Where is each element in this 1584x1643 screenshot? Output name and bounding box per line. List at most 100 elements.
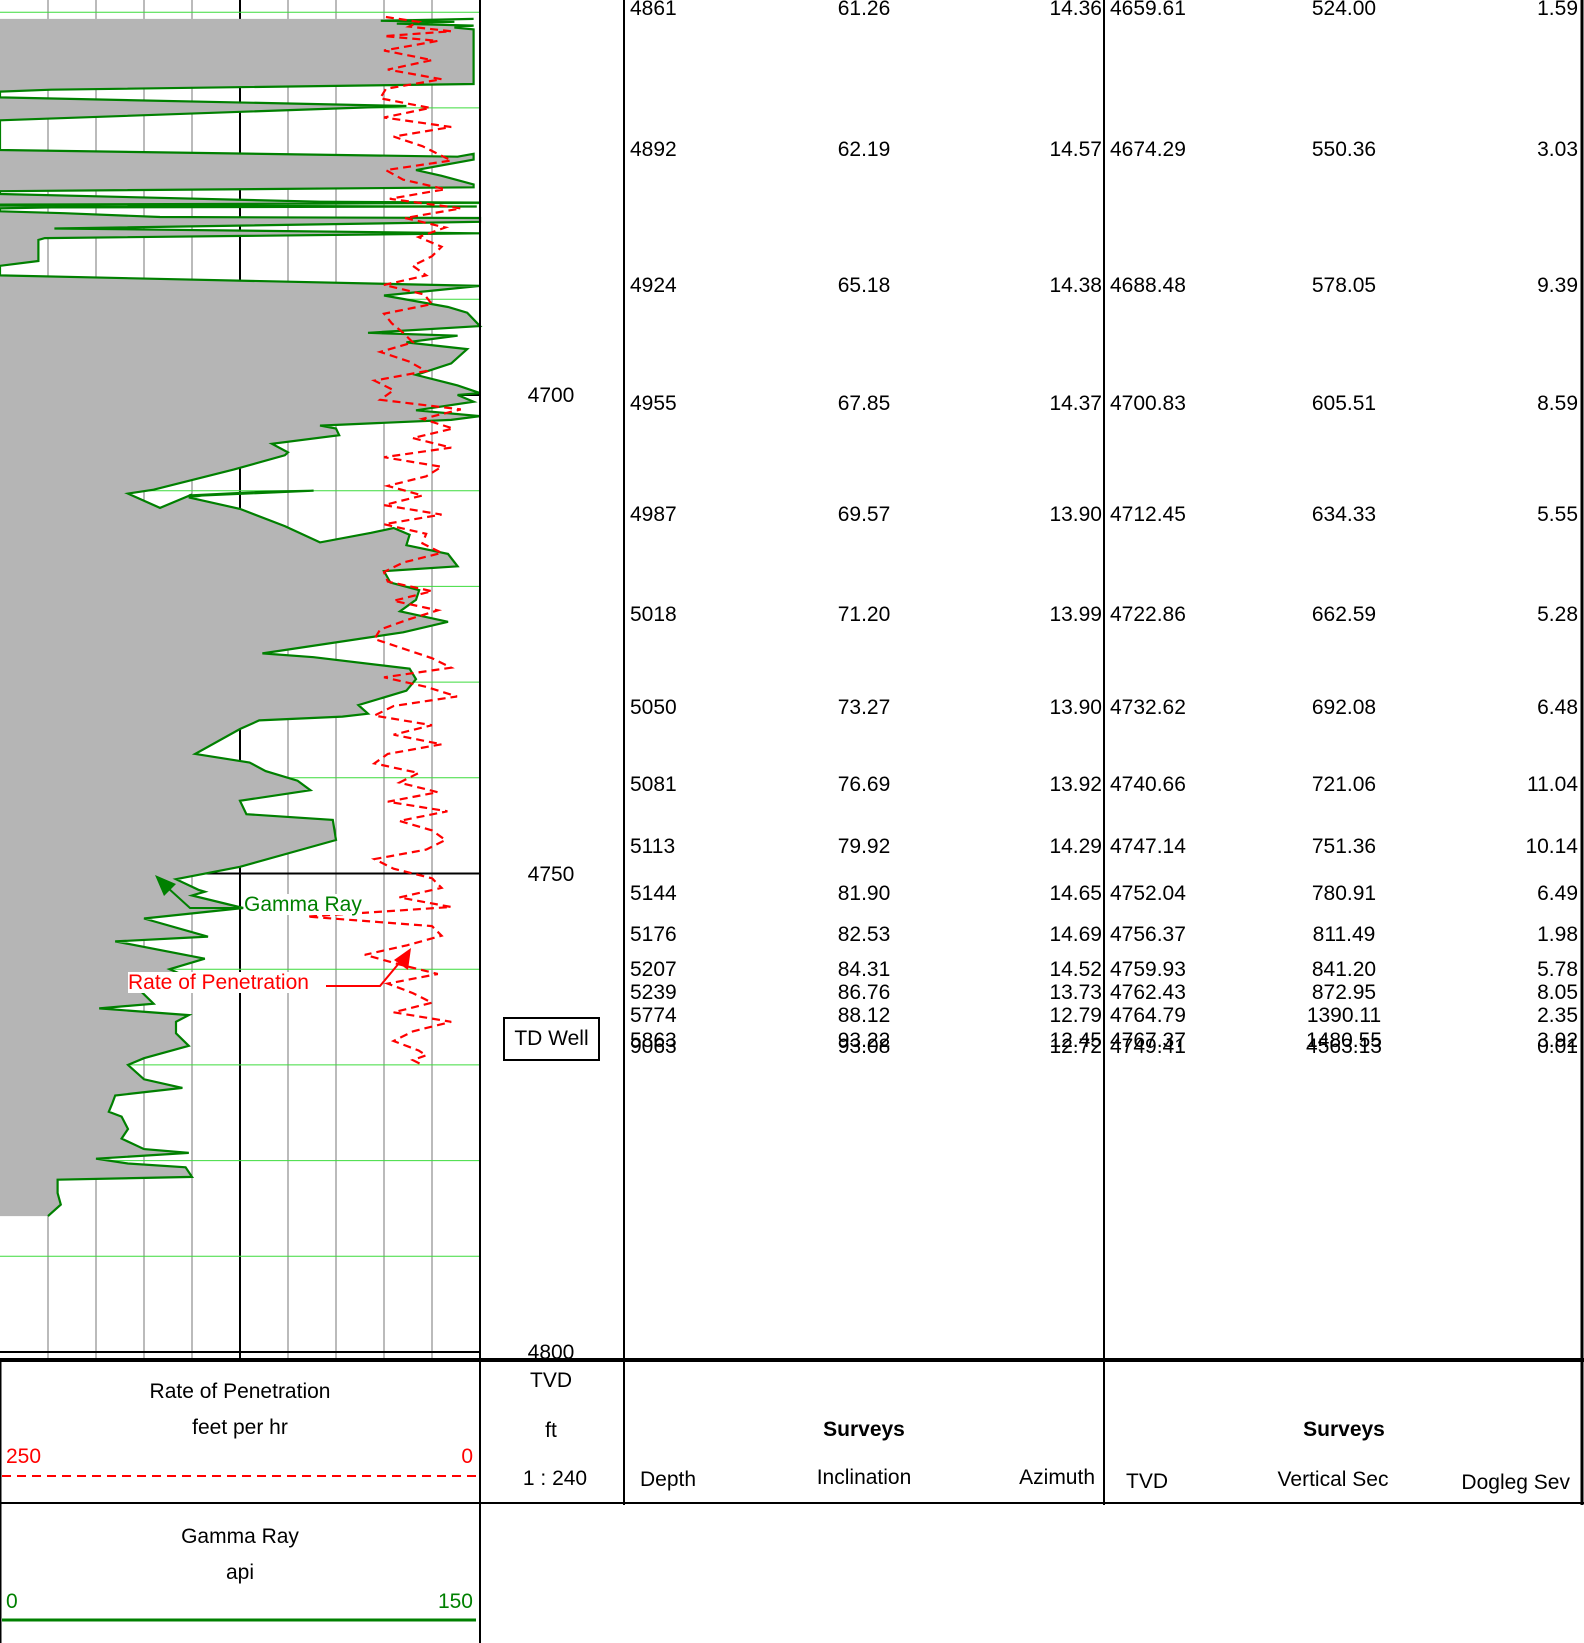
survey-dogleg-cell: 3.03 [1537, 137, 1578, 161]
survey-azimuth-cell: 13.90 [1049, 696, 1102, 720]
depth-header-units: ft [545, 1419, 557, 1442]
survey-dogleg-cell: 10.14 [1525, 835, 1578, 859]
survey-dogleg-cell: 8.05 [1537, 981, 1578, 1005]
survey-depth-cell: 5863 [630, 1028, 677, 1052]
survey-inclination-cell: 88.12 [837, 1004, 891, 1028]
gamma-ray-arrowhead [155, 875, 176, 896]
gr-header-units: api [225, 1561, 255, 1584]
surveys-left-title: Surveys [823, 1418, 905, 1441]
col-depth-header: Depth [640, 1468, 697, 1491]
rop-arrowhead [394, 948, 411, 970]
survey-tvd-cell: 4767.37 [1110, 1028, 1186, 1052]
annotation-arrows [155, 875, 411, 987]
survey-azimuth-cell: 14.38 [1049, 273, 1102, 297]
survey-depth-cell: 4987 [630, 503, 677, 527]
surveys-right-title: Surveys [1303, 1418, 1385, 1441]
survey-tvd-cell: 4752.04 [1110, 882, 1186, 906]
survey-azimuth-cell: 13.73 [1049, 981, 1102, 1005]
rate-of-penetration-curve [307, 15, 462, 1066]
survey-depth-cell: 5081 [630, 773, 677, 797]
rop-scale-right: 0 [461, 1445, 473, 1468]
survey-depth-cell: 5239 [630, 981, 677, 1005]
survey-depth-cell: 4892 [630, 137, 677, 161]
survey-depth-cell: 4955 [630, 391, 677, 415]
survey-inclination-cell: 86.76 [837, 981, 891, 1005]
survey-azimuth-cell: 14.57 [1049, 137, 1102, 161]
survey-depth-cell: 5144 [630, 882, 677, 906]
survey-tvd-cell: 4759.93 [1110, 957, 1186, 981]
survey-depth-cell: 9063 [630, 1034, 677, 1058]
survey-tvd-cell: 4712.45 [1110, 503, 1186, 527]
col-dogleg-header: Dogleg Sev [1461, 1471, 1570, 1494]
survey-dogleg-cell: 9.39 [1537, 273, 1578, 297]
survey-tvd-cell: 4747.14 [1110, 835, 1186, 859]
survey-dogleg-cell: 6.49 [1537, 882, 1578, 906]
gamma-ray-leader [167, 887, 240, 909]
survey-azimuth-cell: 14.69 [1049, 923, 1102, 947]
gr-header-title: Gamma Ray [181, 1525, 299, 1548]
survey-inclination-cell: 82.53 [837, 923, 891, 947]
survey-vertical-sec-cell: 524.00 [1311, 0, 1377, 21]
survey-vertical-sec-cell: 692.08 [1311, 696, 1377, 720]
survey-depth-cell: 4861 [630, 0, 677, 21]
survey-tvd-cell: 4762.43 [1110, 981, 1186, 1005]
survey-tvd-cell: 4700.83 [1110, 391, 1186, 415]
survey-depth-cell: 5050 [630, 696, 677, 720]
survey-dogleg-cell: 0.01 [1537, 1034, 1578, 1058]
survey-vertical-sec-cell: 751.36 [1311, 835, 1377, 859]
survey-tvd-cell: 4674.29 [1110, 137, 1186, 161]
survey-inclination-cell: 73.27 [837, 696, 891, 720]
survey-tvd-cell: 4732.62 [1110, 696, 1186, 720]
survey-azimuth-cell: 14.36 [1049, 0, 1102, 21]
col-azimuth-header: Azimuth [1019, 1466, 1095, 1489]
survey-depth-cell: 5113 [630, 835, 676, 859]
survey-dogleg-cell: 2.35 [1537, 1004, 1578, 1028]
survey-azimuth-cell: 14.37 [1049, 391, 1102, 415]
gamma-shading [0, 18, 480, 1217]
survey-tvd-cell: 4756.37 [1110, 923, 1186, 947]
survey-inclination-cell: 93.22 [837, 1028, 891, 1052]
survey-dogleg-cell: 6.48 [1537, 696, 1578, 720]
survey-depth-cell: 5018 [630, 602, 677, 626]
survey-dogleg-cell: 5.78 [1537, 957, 1578, 981]
survey-vertical-sec-cell: 634.33 [1311, 503, 1377, 527]
survey-inclination-cell: 65.18 [837, 273, 891, 297]
survey-inclination-cell: 62.19 [837, 137, 891, 161]
col-vertical-sec-header: Vertical Sec [1277, 1468, 1389, 1491]
td-well-marker: TD Well [503, 1017, 600, 1061]
depth-tick-label: 4750 [527, 862, 575, 886]
survey-depth-cell: 5207 [630, 957, 677, 981]
survey-dogleg-cell: 3.92 [1537, 1028, 1578, 1052]
survey-inclination-cell: 67.85 [837, 391, 891, 415]
survey-azimuth-cell: 14.29 [1049, 835, 1102, 859]
survey-tvd-cell: 4749.41 [1110, 1034, 1186, 1058]
survey-vertical-sec-cell: 578.05 [1311, 273, 1377, 297]
depth-tick-label: 4800 [527, 1341, 575, 1364]
gamma-ray-annotation: Gamma Ray [244, 893, 362, 916]
survey-tvd-cell: 4688.48 [1110, 273, 1186, 297]
survey-inclination-cell: 76.69 [837, 773, 891, 797]
rop-annotation: Rate of Penetration [128, 971, 309, 994]
survey-vertical-sec-cell: 1390.11 [1306, 1004, 1382, 1028]
survey-vertical-sec-cell: 1480.55 [1306, 1028, 1382, 1052]
survey-dogleg-cell: 1.98 [1537, 923, 1578, 947]
survey-inclination-cell: 61.26 [837, 0, 891, 21]
survey-depth-cell: 5176 [630, 923, 677, 947]
survey-inclination-cell: 93.08 [837, 1034, 891, 1058]
survey-vertical-sec-cell: 4563.13 [1306, 1034, 1382, 1058]
survey-azimuth-cell: 14.65 [1049, 882, 1102, 906]
survey-inclination-cell: 69.57 [837, 503, 891, 527]
col-tvd-header: TVD [1126, 1470, 1168, 1493]
survey-tvd-cell: 4764.79 [1110, 1004, 1186, 1028]
survey-inclination-cell: 81.90 [837, 882, 891, 906]
survey-dogleg-cell: 11.04 [1527, 773, 1578, 797]
rop-header-units: feet per hr [192, 1416, 288, 1439]
depth-header-title: TVD [530, 1369, 572, 1392]
survey-depth-cell: 4924 [630, 273, 677, 297]
survey-dogleg-cell: 5.28 [1537, 602, 1578, 626]
survey-azimuth-cell: 14.52 [1049, 957, 1102, 981]
survey-tvd-cell: 4722.86 [1110, 602, 1186, 626]
survey-azimuth-cell: 13.99 [1049, 602, 1102, 626]
